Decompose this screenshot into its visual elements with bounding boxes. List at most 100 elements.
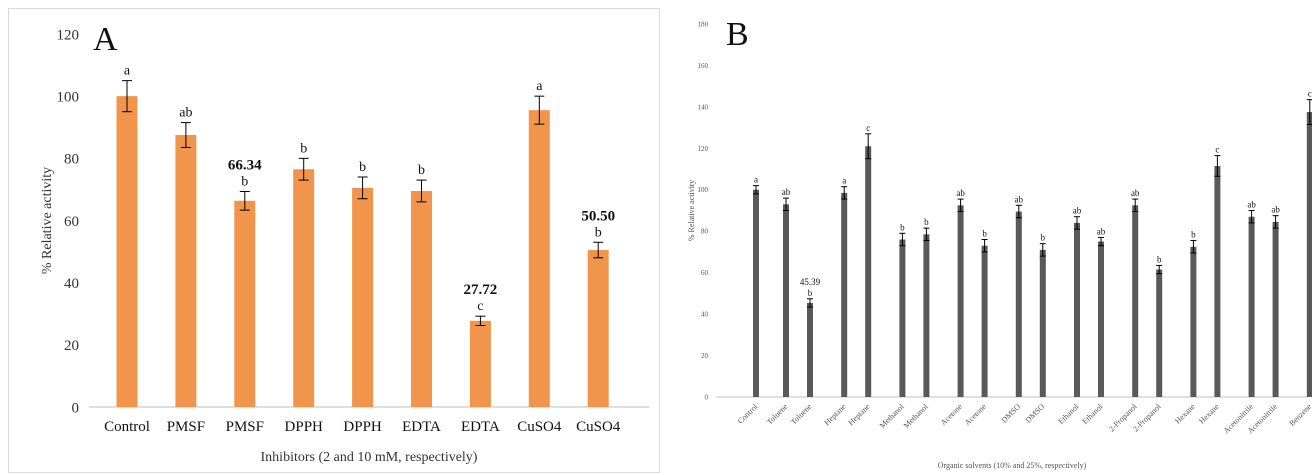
significance-letter: ab <box>1073 206 1082 216</box>
y-tick-label: 20 <box>701 352 709 360</box>
bar <box>1214 165 1221 397</box>
significance-letter: b <box>595 225 602 240</box>
y-tick-label: 60 <box>64 214 79 230</box>
bar <box>587 250 609 407</box>
bar <box>469 320 491 407</box>
significance-letter: b <box>359 160 366 175</box>
bar <box>1272 221 1279 397</box>
significance-letter: b <box>982 229 987 239</box>
panel-a-letter: A <box>93 21 118 58</box>
x-tick-label: DPPH <box>343 419 382 435</box>
significance-letter: b <box>418 163 425 178</box>
panel-b-letter: B <box>726 16 749 53</box>
y-tick-label: 40 <box>64 276 79 292</box>
x-axis-title: Inhibitors (2 and 10 mM, respectively) <box>261 450 478 465</box>
bar <box>1306 112 1312 397</box>
significance-letter: a <box>124 64 131 79</box>
significance-letter: b <box>300 141 307 156</box>
x-tick-label: Ethanol <box>1056 402 1081 427</box>
bar <box>1156 269 1163 397</box>
y-tick-label: 120 <box>57 27 80 43</box>
x-tick-label: DMSO <box>999 402 1022 425</box>
bar <box>865 146 872 397</box>
data-label: 27.72 <box>464 282 498 298</box>
bar <box>352 187 374 407</box>
x-tick-label: CuSO4 <box>517 419 562 435</box>
significance-letter: ab <box>1097 226 1106 236</box>
y-axis-title: % Relative activity <box>40 167 55 274</box>
bar <box>981 245 988 397</box>
chart-panel-b: 0 20 40 60 80 100 120 140 160 180 a Control ab Toluen… <box>680 8 1312 475</box>
bar <box>1248 216 1255 397</box>
x-tick-label: PMSF <box>167 419 205 435</box>
bar <box>1074 222 1080 397</box>
significance-letter: ab <box>1131 188 1140 198</box>
significance-letter: ab <box>956 188 965 198</box>
bar <box>116 96 138 408</box>
significance-letter: a <box>754 175 758 185</box>
significance-letter: b <box>1041 233 1046 243</box>
x-tick-label: Toluene <box>765 402 790 427</box>
y-tick-label: 140 <box>698 103 709 111</box>
y-tick-label: 100 <box>57 89 80 105</box>
x-tick-label: Hexane <box>1173 402 1197 426</box>
x-axis-title: Organic solvents (10% and 25%, respectiv… <box>938 461 1087 470</box>
x-tick-label: Acetone <box>963 402 989 428</box>
significance-letter: b <box>1157 254 1162 264</box>
x-tick-label: EDTA <box>402 419 441 435</box>
x-tick-label: PMSF <box>226 419 264 435</box>
y-tick-label: 0 <box>72 400 80 416</box>
y-tick-label: 20 <box>64 338 79 354</box>
bar <box>899 239 906 397</box>
bar <box>1132 205 1139 397</box>
x-tick-label: Control <box>736 402 760 426</box>
bar <box>1015 211 1022 397</box>
bar <box>957 205 964 397</box>
bar <box>175 135 197 407</box>
y-tick-label: 180 <box>698 20 709 28</box>
x-tick-label: Methanol <box>878 402 907 431</box>
chart-panel-a: 0 20 40 60 80 100 120 a Control ab PMSF b 66.34 PMSF b… <box>8 8 660 473</box>
bar <box>807 302 813 397</box>
x-tick-label: EDTA <box>461 419 500 435</box>
bar <box>783 204 789 397</box>
data-label: 66.34 <box>228 157 262 173</box>
significance-letter: b <box>241 174 248 189</box>
x-tick-label: Benzene <box>1287 402 1312 428</box>
y-tick-label: 80 <box>701 228 709 236</box>
significance-letter: b <box>900 222 905 232</box>
x-tick-label: DMSO <box>1023 402 1046 425</box>
bar <box>411 190 432 407</box>
y-tick-label: 60 <box>701 269 709 277</box>
significance-letter: ab <box>782 187 791 197</box>
significance-letter: ab <box>179 106 192 121</box>
bar <box>1190 246 1197 397</box>
significance-letter: c <box>1308 89 1312 99</box>
significance-letter: c <box>866 123 870 133</box>
x-tick-label: Control <box>104 419 150 435</box>
bar <box>1098 241 1104 397</box>
significance-letter: b <box>924 217 929 227</box>
significance-letter: c <box>1215 145 1219 155</box>
y-tick-label: 100 <box>698 186 709 194</box>
x-tick-label: Heptane <box>846 402 872 428</box>
bar <box>1039 249 1046 397</box>
significance-letter: ab <box>1247 200 1256 210</box>
significance-letter: a <box>536 79 543 94</box>
significance-letter: ab <box>1271 205 1280 215</box>
data-label: 45.39 <box>800 277 821 287</box>
x-tick-label: DPPH <box>285 419 324 435</box>
chart-b-svg: 020406080100120140160180aControlabToluen… <box>687 20 1312 470</box>
bar <box>293 169 315 407</box>
y-tick-label: 0 <box>705 393 709 401</box>
bar <box>528 110 550 407</box>
bar <box>234 200 256 407</box>
x-tick-label: Heptane <box>822 402 848 428</box>
chart-a-svg: 020406080100120aControlabPMSFb66.34PMSFb… <box>40 27 649 465</box>
y-tick-label: 120 <box>698 145 709 153</box>
x-tick-label: Hexane <box>1197 402 1221 426</box>
y-tick-label: 80 <box>64 152 79 168</box>
x-tick-label: Acetone <box>939 402 965 428</box>
y-tick-label: 40 <box>701 311 709 319</box>
significance-letter: ab <box>1015 194 1024 204</box>
